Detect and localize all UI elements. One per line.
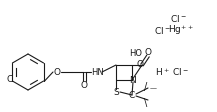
Text: HN: HN — [91, 68, 103, 76]
Text: Hg$^{++}$: Hg$^{++}$ — [168, 23, 194, 37]
Text: N: N — [129, 75, 135, 84]
Text: Cl$^-$: Cl$^-$ — [154, 25, 170, 36]
Text: S: S — [113, 87, 119, 97]
Text: O: O — [81, 81, 87, 89]
Text: \: \ — [144, 98, 148, 108]
Text: C: C — [129, 90, 135, 99]
Text: Cl$^-$: Cl$^-$ — [170, 13, 186, 24]
Text: /: / — [144, 82, 148, 92]
Text: H$^+$ Cl$^-$: H$^+$ Cl$^-$ — [155, 66, 189, 78]
Text: —: — — [150, 85, 156, 91]
Text: O: O — [145, 47, 151, 56]
Text: HO: HO — [130, 48, 143, 57]
Text: O: O — [54, 68, 61, 76]
Text: C: C — [6, 74, 13, 84]
Text: O: O — [136, 59, 143, 69]
